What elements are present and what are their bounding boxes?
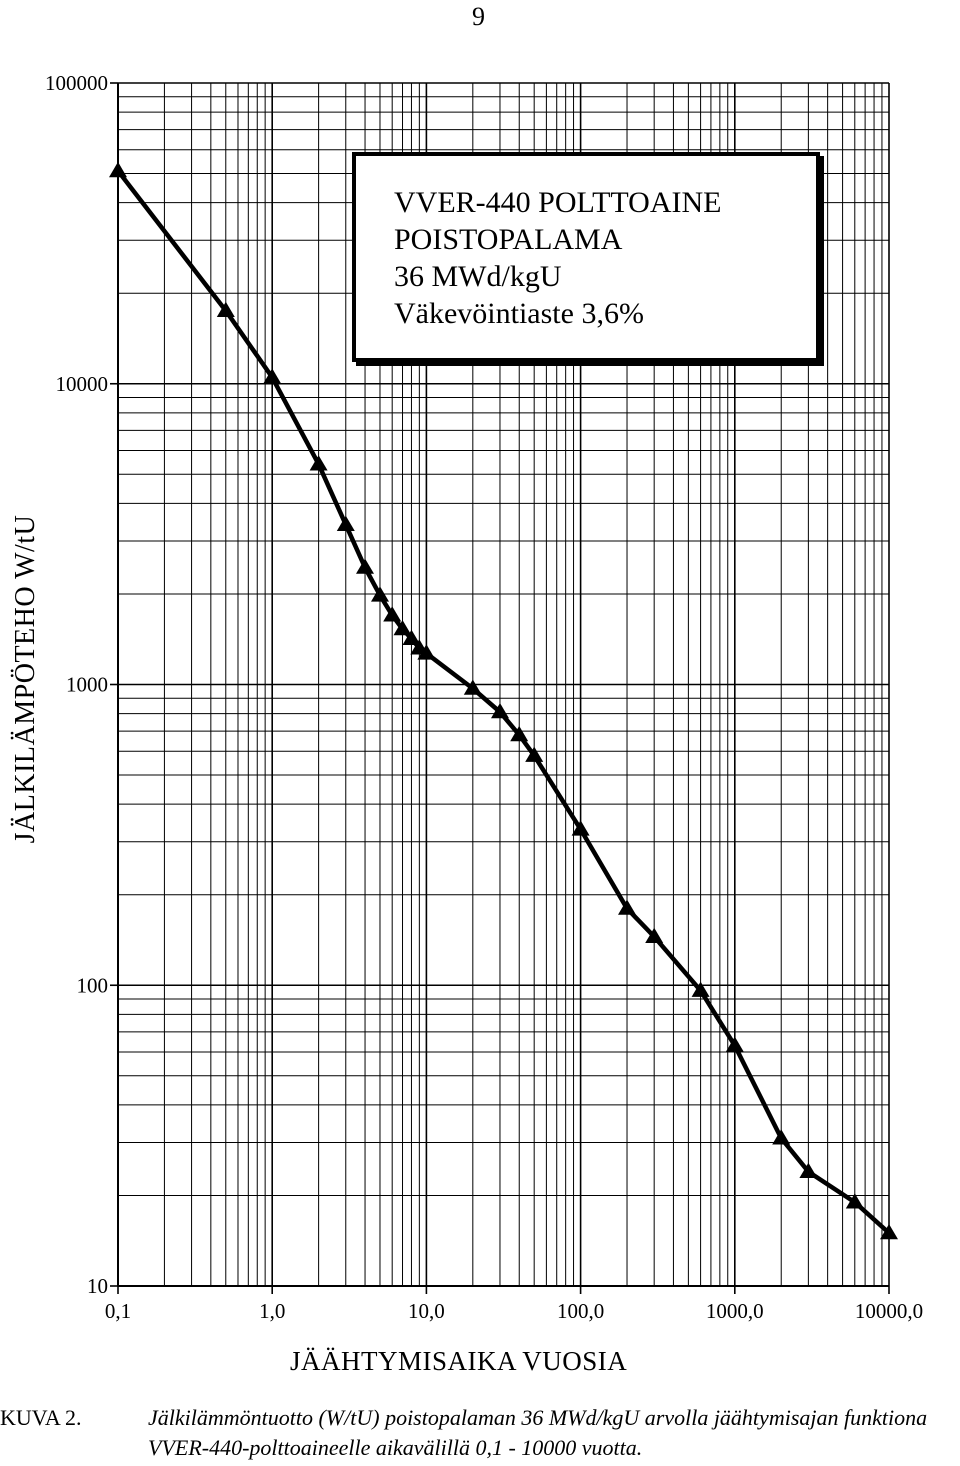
chart-title-box: VVER-440 POLTTOAINE POISTOPALAMA 36 MWd/… (352, 152, 820, 362)
data-point-marker (799, 1162, 818, 1178)
data-point-marker (845, 1193, 864, 1209)
x-tick-label: 1,0 (259, 1299, 285, 1323)
data-point-marker (510, 725, 529, 742)
data-point-marker (109, 161, 127, 178)
figure-caption: Jälkilämmöntuotto (W/tU) poistopalaman 3… (148, 1405, 928, 1460)
data-point-marker (356, 558, 374, 574)
data-point-marker (571, 820, 590, 836)
data-point-marker (618, 899, 636, 915)
data-point-marker (402, 629, 421, 645)
data-point-marker (525, 746, 544, 762)
data-point-marker (691, 981, 710, 997)
data-point-marker (393, 620, 412, 636)
data-point-marker (772, 1129, 791, 1145)
chart-title-line-3: 36 MWd/kgU (394, 260, 562, 293)
y-tick-label: 10 (87, 1274, 108, 1298)
y-axis-label: JÄLKILÄMPÖTEHO W/tU (10, 514, 41, 844)
x-axis-label: JÄÄHTYMISAIKA VUOSIA (290, 1346, 628, 1376)
data-point-marker (880, 1224, 898, 1240)
x-tick-label: 100,0 (557, 1299, 604, 1323)
figure-label: KUVA 2. (0, 1405, 82, 1430)
x-tick-label: 10,0 (408, 1299, 445, 1323)
data-point-marker (417, 644, 436, 660)
data-point-marker (336, 515, 355, 531)
data-point-marker (216, 301, 235, 317)
y-tick-label: 1000 (66, 673, 108, 697)
y-tick-label: 100 (77, 973, 109, 997)
x-tick-label: 1000,0 (706, 1299, 764, 1323)
chart-title-line-4: Väkevöintiaste 3,6% (394, 297, 644, 330)
y-tick-label: 100000 (45, 71, 108, 95)
series-group (109, 161, 898, 1240)
data-point-marker (463, 679, 482, 695)
data-point-marker (725, 1036, 744, 1052)
x-tick-label: 10000,0 (855, 1299, 923, 1323)
data-point-marker (371, 586, 389, 602)
x-tick-label: 0,1 (105, 1299, 131, 1323)
chart-axes (117, 82, 890, 1287)
y-tick-label: 10000 (56, 372, 109, 396)
data-point-marker (383, 606, 402, 622)
x-tick-labels: 0,1 1,0 10,0 100,0 1000,0 10000,0 (105, 1286, 923, 1323)
data-point-marker (309, 455, 328, 471)
chart-title-line-2: POISTOPALAMA (394, 223, 623, 256)
data-point-marker (645, 927, 664, 943)
y-tick-labels: 10 100 1000 10000 100000 (45, 71, 118, 1298)
page-number: 9 (472, 2, 485, 31)
data-point-marker (491, 703, 509, 719)
chart-title-line-1: VVER-440 POLTTOAINE (394, 186, 722, 219)
data-point-marker (263, 368, 282, 384)
